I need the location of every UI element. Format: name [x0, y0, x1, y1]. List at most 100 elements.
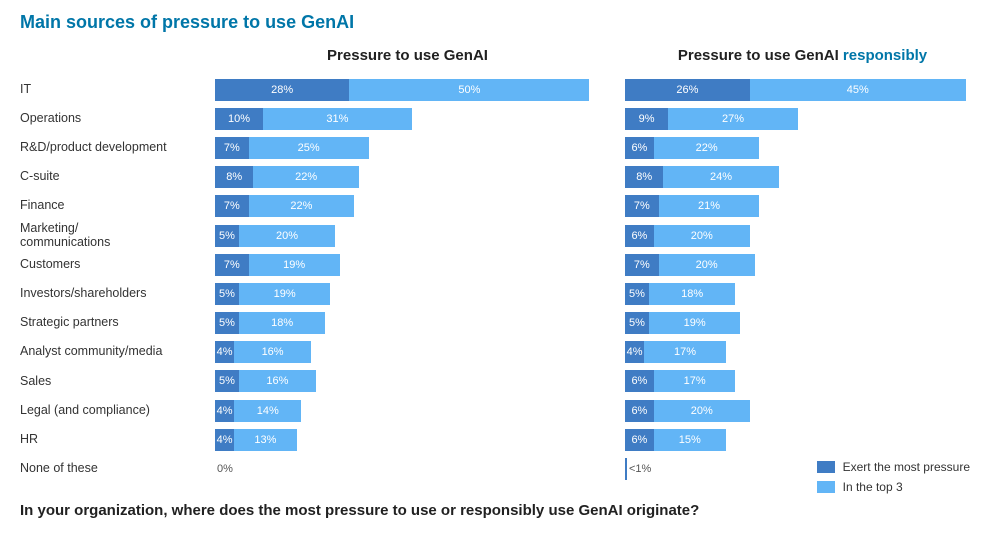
bar-stack: 5%20% — [215, 225, 335, 247]
bar-segment-most-pressure: 4% — [215, 400, 234, 422]
bar-stack: 7%20% — [625, 254, 755, 276]
bar-row: 6%20% — [625, 396, 980, 425]
bar-segment-top3: 20% — [239, 225, 335, 247]
bar-row: 6%20% — [625, 221, 980, 250]
bar-segment-most-pressure: 7% — [215, 254, 249, 276]
bar-segment-top3: 13% — [234, 429, 296, 451]
bar-row: 7%21% — [625, 192, 980, 221]
bar-row: 5%20% — [215, 221, 600, 250]
bars-area-right: 26%45%9%27%6%22%8%24%7%21%6%20%7%20%5%18… — [625, 75, 980, 484]
bar-row: 6%15% — [625, 425, 980, 454]
bar-segment-top3: 16% — [234, 341, 311, 363]
bar-stack: 7%21% — [625, 195, 759, 217]
bar-stack: 8%24% — [625, 166, 779, 188]
bar-row: 5%16% — [215, 367, 600, 396]
bar-stack: 28%50% — [215, 79, 589, 101]
bar-segment-most-pressure: 5% — [625, 312, 649, 334]
bar-segment-top3: 24% — [663, 166, 778, 188]
bar-segment-top3: 20% — [659, 254, 755, 276]
bar-segment-top3: 22% — [654, 137, 760, 159]
legend-swatch — [817, 461, 835, 473]
bar-row: 28%50% — [215, 75, 600, 104]
category-label: Operations — [20, 104, 215, 133]
bar-segment-top3: 22% — [253, 166, 359, 188]
bar-segment-most-pressure: 9% — [625, 108, 668, 130]
legend-item: Exert the most pressure — [817, 460, 970, 474]
bar-row: 6%17% — [625, 367, 980, 396]
category-label: Customers — [20, 250, 215, 279]
bar-segment-top3: 21% — [659, 195, 760, 217]
bar-stack: 4%13% — [215, 429, 297, 451]
legend-item: In the top 3 — [817, 480, 970, 494]
bar-segment-most-pressure: 6% — [625, 137, 654, 159]
bar-row: 5%18% — [625, 279, 980, 308]
bar-segment-most-pressure: 5% — [215, 370, 239, 392]
bar-row: 26%45% — [625, 75, 980, 104]
bar-segment-top3: 18% — [239, 312, 325, 334]
category-label: Legal (and compliance) — [20, 396, 215, 425]
bar-row: 4%16% — [215, 338, 600, 367]
bar-row: 10%31% — [215, 104, 600, 133]
bar-segment-top3: 22% — [249, 195, 355, 217]
bar-stack: 26%45% — [625, 79, 966, 101]
chart-title-text: Pressure to use GenAI — [327, 47, 488, 64]
bar-row: 5%19% — [625, 309, 980, 338]
bar-stack: 5%19% — [215, 283, 330, 305]
bar-segment-top3: 16% — [239, 370, 316, 392]
bar-stack: 6%17% — [625, 370, 735, 392]
category-labels-column: ITOperationsR&D/product developmentC-sui… — [20, 47, 215, 484]
chart-panel-left: Pressure to use GenAI 28%50%10%31%7%25%8… — [215, 47, 600, 484]
bar-segment-most-pressure: 6% — [625, 225, 654, 247]
bar-segment-most-pressure: 4% — [215, 429, 234, 451]
bar-stack: 5%18% — [625, 283, 735, 305]
bar-segment-most-pressure: 28% — [215, 79, 349, 101]
chart-title-right: Pressure to use GenAI responsibly — [625, 47, 980, 75]
bar-stack: 8%22% — [215, 166, 359, 188]
bar-segment-most-pressure: 7% — [625, 254, 659, 276]
category-label: Investors/shareholders — [20, 279, 215, 308]
bar-segment-most-pressure: 26% — [625, 79, 750, 101]
bar-stack: 10%31% — [215, 108, 412, 130]
bar-stack: 9%27% — [625, 108, 798, 130]
bar-stack: 5%16% — [215, 370, 316, 392]
bar-stack: 4%17% — [625, 341, 726, 363]
legend: Exert the most pressure In the top 3 — [817, 454, 970, 494]
bar-segment-most-pressure: 5% — [625, 283, 649, 305]
bar-stack: 4%14% — [215, 400, 301, 422]
survey-question: In your organization, where does the mos… — [20, 502, 980, 519]
bar-row: 0% — [215, 454, 600, 483]
bar-segment-top3: 19% — [649, 312, 740, 334]
bar-segment-most-pressure: 7% — [215, 137, 249, 159]
bar-row: 7%19% — [215, 250, 600, 279]
bar-segment-most-pressure: 5% — [215, 283, 239, 305]
bar-segment-top3: 27% — [668, 108, 798, 130]
bar-segment-most-pressure: 4% — [625, 341, 644, 363]
chart-title-left: Pressure to use GenAI — [215, 47, 600, 75]
bar-row: 4%17% — [625, 338, 980, 367]
category-label: Marketing/ communications — [20, 221, 215, 250]
legend-label: Exert the most pressure — [843, 460, 970, 474]
chart-title-highlight: responsibly — [843, 47, 927, 64]
bar-segment-most-pressure: 7% — [625, 195, 659, 217]
bar-segment-most-pressure: 8% — [625, 166, 663, 188]
bar-segment-top3: 19% — [249, 254, 340, 276]
bar-stack: 6%20% — [625, 225, 750, 247]
category-label: None of these — [20, 454, 215, 483]
bar-stack: 6%15% — [625, 429, 726, 451]
category-label: R&D/product development — [20, 133, 215, 162]
bar-stack: 6%22% — [625, 137, 759, 159]
category-label: Sales — [20, 367, 215, 396]
bar-segment-most-pressure: 8% — [215, 166, 253, 188]
bar-segment-top3: 19% — [239, 283, 330, 305]
main-title: Main sources of pressure to use GenAI — [20, 12, 980, 33]
bar-row: 7%20% — [625, 250, 980, 279]
bar-segment-top3: 14% — [234, 400, 301, 422]
zero-value-label: 0% — [215, 463, 233, 475]
bar-segment-most-pressure: 7% — [215, 195, 249, 217]
bar-segment-top3: 50% — [349, 79, 589, 101]
bar-row: 8%22% — [215, 163, 600, 192]
bar-row: 6%22% — [625, 133, 980, 162]
bar-segment-top3: 18% — [649, 283, 735, 305]
bar-segment-most-pressure: 6% — [625, 429, 654, 451]
charts-container: ITOperationsR&D/product developmentC-sui… — [20, 47, 980, 484]
